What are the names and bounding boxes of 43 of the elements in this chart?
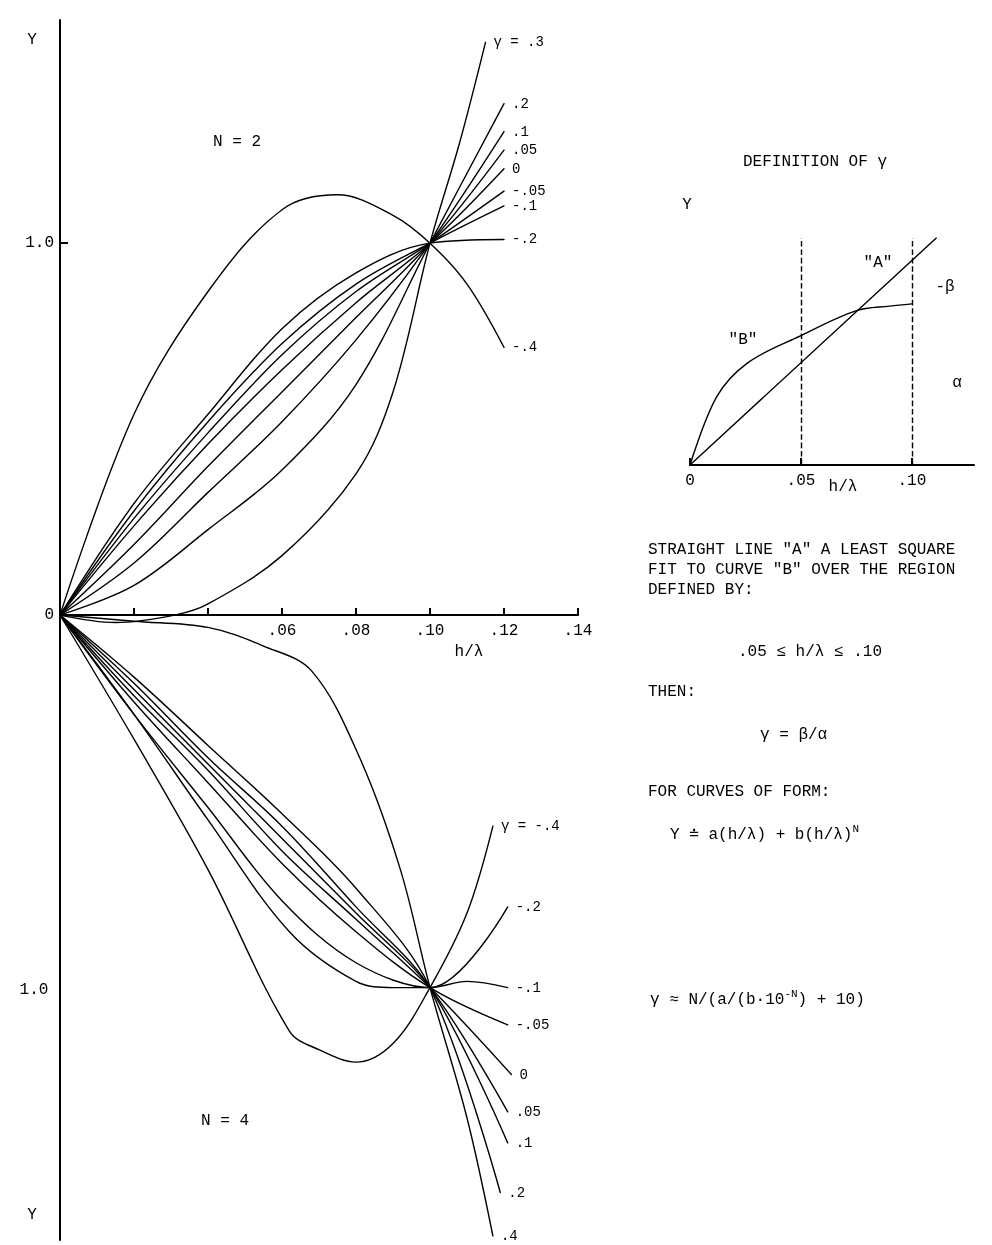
y-axis-title: Y: [682, 196, 693, 214]
text: STRAIGHT LINE "A" A LEAST SQUARE FIT TO CURVE "B" OVER THE REGION DEFINED BY:: [648, 541, 965, 599]
annotation: "A": [863, 254, 893, 272]
series-label: γ = -.4: [500, 818, 560, 835]
series-label: -.05: [515, 1016, 550, 1033]
series-label: -.2: [512, 231, 538, 248]
series-label: .05: [515, 1103, 541, 1120]
x-axis-title: h/λ: [828, 478, 858, 496]
x-tick-label: .10: [897, 472, 927, 490]
series-label: .4: [500, 1228, 518, 1244]
series-label: γ = .3: [493, 34, 544, 51]
series-label: -.4: [512, 339, 538, 356]
x-tick-label: .12: [489, 622, 519, 641]
series-label: .2: [512, 95, 529, 112]
annotation: -β: [935, 278, 955, 296]
series-label: 0: [512, 160, 521, 177]
series-label: .1: [512, 123, 529, 140]
y-axis-title: Y: [27, 1206, 38, 1224]
chart-title: DEFINITION OF γ: [742, 153, 888, 171]
annotation: N = 4: [200, 1112, 250, 1130]
x-tick-label: .05: [786, 472, 816, 490]
series-label: .2: [508, 1184, 526, 1201]
x-tick-label: .10: [415, 622, 445, 641]
y-axis-title: Y: [27, 31, 38, 49]
x-tick-label: .08: [341, 622, 371, 641]
text: .05 ≤ h/λ ≤ .10: [737, 643, 883, 661]
series-label: .1: [515, 1134, 533, 1151]
x-tick-label: .06: [267, 622, 297, 641]
text: γ = β/α: [760, 726, 828, 744]
series-label: -.2: [515, 898, 541, 915]
annotation: N = 2: [212, 133, 262, 151]
series-label: -.1: [515, 979, 541, 996]
x-tick-label: .14: [563, 622, 593, 641]
series-label: .05: [512, 142, 538, 159]
x-tick-label: 0: [685, 472, 695, 490]
series-label: -.1: [512, 197, 538, 214]
x-axis-title: h/λ: [454, 643, 484, 661]
annotation: α: [952, 374, 963, 392]
text: FOR CURVES OF FORM:: [648, 783, 831, 801]
series-label: 0: [519, 1066, 528, 1083]
series-label: -.05: [512, 183, 546, 200]
text: THEN:: [648, 683, 697, 701]
annotation: "B": [728, 331, 758, 349]
